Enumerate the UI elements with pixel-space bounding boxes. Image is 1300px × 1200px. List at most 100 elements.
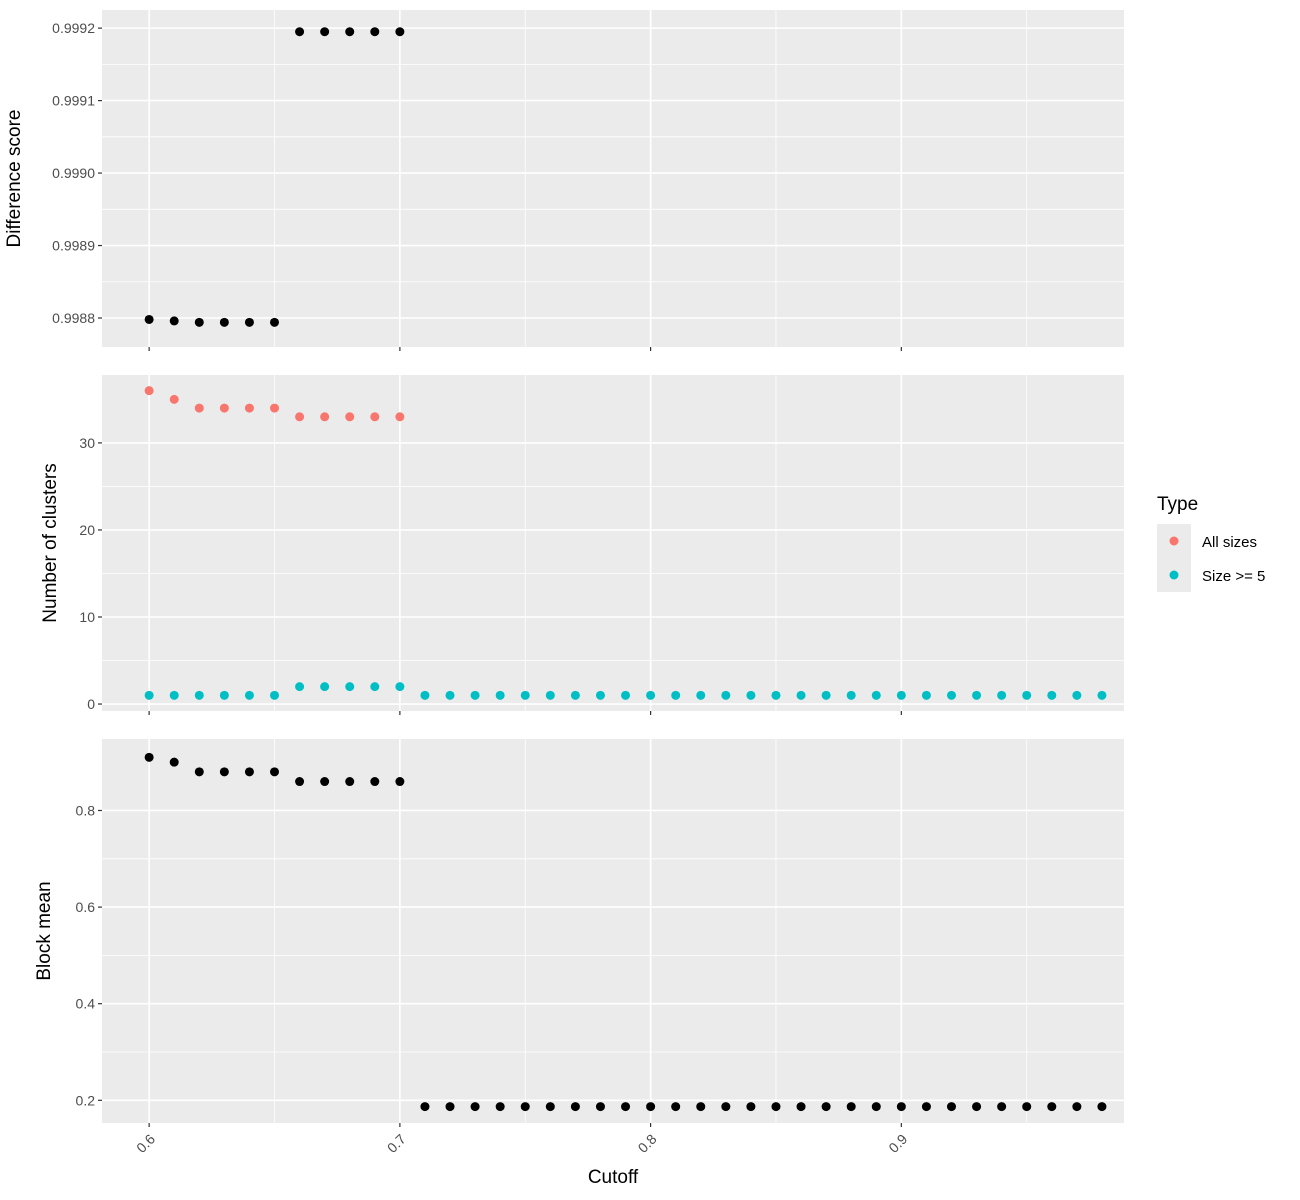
data-point [445, 690, 455, 700]
data-point [194, 403, 204, 413]
data-point [821, 690, 831, 700]
data-point [144, 314, 154, 324]
panel-background [102, 739, 1124, 1123]
data-point [244, 767, 254, 777]
data-point [370, 682, 380, 692]
data-point [671, 1102, 681, 1112]
data-point [972, 1102, 982, 1112]
data-point [395, 412, 405, 422]
data-point [997, 1102, 1007, 1112]
data-point [520, 1102, 530, 1112]
series-2-2 [144, 682, 1107, 700]
data-point [244, 690, 254, 700]
data-point [671, 690, 681, 700]
data-point [194, 317, 204, 327]
data-point [470, 690, 480, 700]
data-point [194, 690, 204, 700]
y-tick-label: 0.9990 [52, 165, 95, 181]
data-point [169, 757, 179, 767]
data-point [395, 777, 405, 787]
legend-key-all-sizes [1169, 536, 1179, 546]
data-point [896, 1102, 906, 1112]
data-point [595, 1102, 605, 1112]
data-point [896, 690, 906, 700]
data-point [646, 1102, 656, 1112]
data-point [946, 690, 956, 700]
data-point [621, 1102, 631, 1112]
data-point [144, 752, 154, 762]
x-tick-label: 0.7 [384, 1131, 409, 1156]
data-point [1047, 1102, 1057, 1112]
data-point [871, 1102, 881, 1112]
legend-key-size-5 [1169, 570, 1179, 580]
data-point [219, 317, 229, 327]
panel-1: 0.9988 0.9989 0.9990 0.9991 0.9992 Difference… [4, 10, 1124, 351]
panel-2: 0 10 20 30 Number of clusters [40, 375, 1124, 715]
panel-3: 0.2 0.4 0.6 0.8 Block mean [34, 739, 1124, 1127]
data-point [270, 767, 280, 777]
data-point [696, 690, 706, 700]
data-point [796, 1102, 806, 1112]
x-tick-label: 0.9 [885, 1131, 910, 1156]
y-axis-title: Difference score [4, 110, 25, 248]
data-point [1022, 690, 1032, 700]
data-point [295, 412, 305, 422]
y-tick-label: 0.9988 [52, 310, 95, 326]
legend-label-all-sizes: All sizes [1202, 534, 1257, 551]
data-point [370, 412, 380, 422]
y-tick-label: 30 [79, 435, 95, 451]
data-point [169, 690, 179, 700]
data-point [746, 1102, 756, 1112]
y-tick-label: 0 [87, 696, 95, 712]
data-point [295, 682, 305, 692]
data-point [320, 27, 330, 37]
x-tick-label: 0.8 [635, 1131, 660, 1156]
data-point [545, 690, 555, 700]
data-point [144, 386, 154, 396]
data-point [997, 690, 1007, 700]
data-point [972, 690, 982, 700]
data-point [295, 27, 305, 37]
data-point [395, 682, 405, 692]
data-point [921, 1102, 931, 1112]
y-tick-label: 0.2 [76, 1092, 96, 1108]
data-point [420, 690, 430, 700]
data-point [345, 27, 355, 37]
y-tick-label: 0.9991 [52, 93, 95, 109]
data-point [771, 1102, 781, 1112]
data-point [1097, 1102, 1107, 1112]
data-point [370, 777, 380, 787]
legend-title: Type [1157, 494, 1198, 515]
data-point [696, 1102, 706, 1112]
data-point [1072, 690, 1082, 700]
data-point [545, 1102, 555, 1112]
panel-background [102, 10, 1124, 347]
data-point [320, 777, 330, 787]
data-point [420, 1102, 430, 1112]
data-point [946, 1102, 956, 1112]
data-point [721, 690, 731, 700]
data-point [595, 690, 605, 700]
x-tick-label: 0.6 [133, 1131, 158, 1156]
data-point [345, 682, 355, 692]
data-point [1097, 690, 1107, 700]
data-point [470, 1102, 480, 1112]
panels-layer: 0.9988 0.9989 0.9990 0.9991 0.9992 Difference… [4, 10, 1124, 1156]
data-point [445, 1102, 455, 1112]
y-tick-label: 0.9992 [52, 20, 95, 36]
data-point [495, 690, 505, 700]
data-point [921, 690, 931, 700]
data-point [320, 682, 330, 692]
data-point [520, 690, 530, 700]
data-point [270, 317, 280, 327]
data-point [570, 690, 580, 700]
data-point [570, 1102, 580, 1112]
y-tick-label: 0.9989 [52, 238, 95, 254]
y-axis-title: Block mean [34, 881, 55, 980]
y-tick-label: 0.8 [76, 802, 96, 818]
data-point [244, 403, 254, 413]
y-tick-label: 20 [79, 522, 95, 538]
data-point [270, 403, 280, 413]
data-point [169, 394, 179, 404]
